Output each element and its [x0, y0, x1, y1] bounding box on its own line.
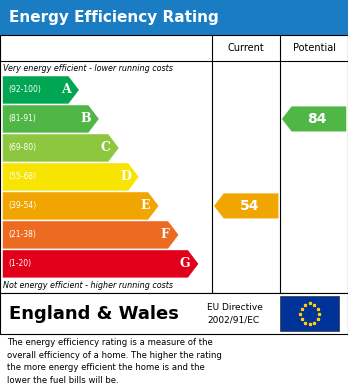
- Text: Potential: Potential: [293, 43, 335, 53]
- Polygon shape: [3, 192, 159, 220]
- Bar: [0, 0, 348, 35]
- Text: Not energy efficient - higher running costs: Not energy efficient - higher running co…: [3, 281, 174, 291]
- Text: EU Directive
2002/91/EC: EU Directive 2002/91/EC: [207, 303, 263, 325]
- Text: (21-38): (21-38): [8, 230, 36, 239]
- Text: England & Wales: England & Wales: [9, 305, 179, 323]
- Polygon shape: [3, 163, 139, 191]
- Text: The energy efficiency rating is a measure of the
overall efficiency of a home. T: The energy efficiency rating is a measur…: [7, 338, 222, 385]
- Text: E: E: [141, 199, 150, 212]
- Text: (39-54): (39-54): [8, 201, 36, 210]
- Text: (92-100): (92-100): [8, 86, 41, 95]
- Bar: [0, 293, 348, 334]
- Bar: [0, 35, 348, 293]
- Text: G: G: [180, 257, 190, 271]
- Text: Current: Current: [228, 43, 264, 53]
- Polygon shape: [3, 105, 99, 133]
- Text: Energy Efficiency Rating: Energy Efficiency Rating: [9, 10, 219, 25]
- Text: F: F: [161, 228, 170, 241]
- Text: D: D: [120, 170, 131, 183]
- Text: 84: 84: [307, 112, 327, 126]
- Text: (81-91): (81-91): [8, 115, 36, 124]
- Text: C: C: [101, 142, 111, 154]
- Text: (1-20): (1-20): [8, 259, 31, 268]
- Text: B: B: [80, 113, 91, 126]
- Bar: [280, 296, 339, 331]
- Polygon shape: [282, 106, 346, 131]
- Text: A: A: [61, 83, 71, 97]
- Polygon shape: [214, 194, 278, 219]
- Text: 54: 54: [239, 199, 259, 213]
- Polygon shape: [3, 134, 119, 161]
- Polygon shape: [3, 221, 179, 249]
- Polygon shape: [3, 250, 198, 278]
- Polygon shape: [3, 76, 79, 104]
- Text: (55-68): (55-68): [8, 172, 36, 181]
- Text: (69-80): (69-80): [8, 143, 36, 152]
- Text: Very energy efficient - lower running costs: Very energy efficient - lower running co…: [3, 63, 173, 73]
